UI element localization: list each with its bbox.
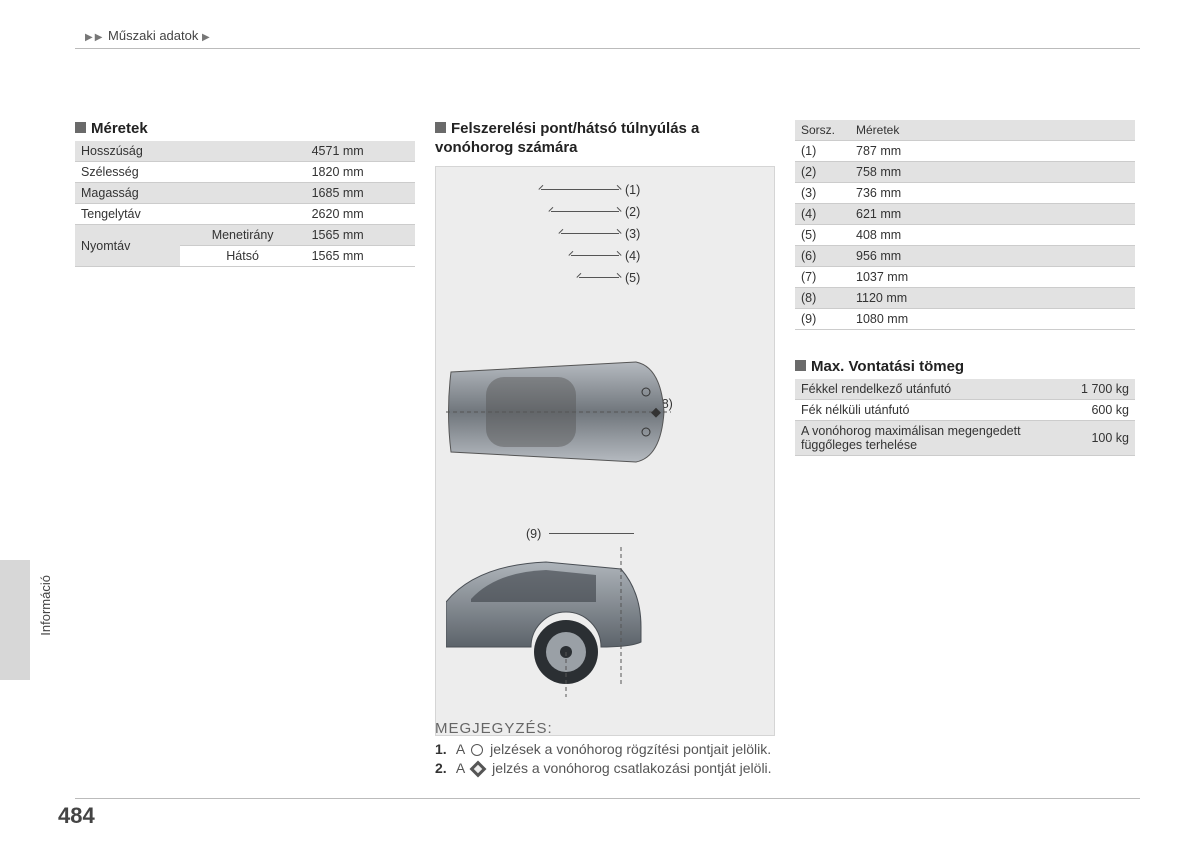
table-cell: A vonóhorog maximálisan megengedett függ… [795, 421, 1055, 456]
meas-head-val: Méretek [850, 120, 1135, 141]
circle-marker-icon [471, 744, 483, 756]
table-cell: Hosszúság [75, 141, 306, 162]
table-cell: Magasság [75, 183, 306, 204]
table-cell: 1037 mm [850, 267, 1135, 288]
table-cell: 1820 mm [306, 162, 415, 183]
square-bullet-icon [795, 360, 806, 371]
track-rear-label: Hátsó [180, 246, 306, 267]
table-cell: Fék nélküli utánfutó [795, 400, 1055, 421]
table-cell: (6) [795, 246, 850, 267]
table-cell: (2) [795, 162, 850, 183]
table-cell: 1685 mm [306, 183, 415, 204]
track-label: Nyomtáv [75, 225, 180, 267]
table-cell: 787 mm [850, 141, 1135, 162]
table-cell: (4) [795, 204, 850, 225]
dim-line: (5) [579, 267, 640, 289]
table-cell: (9) [795, 309, 850, 330]
dim-line: (2) [551, 201, 640, 223]
towing-table: Fékkel rendelkező utánfutó1 700 kgFék né… [795, 379, 1135, 456]
table-cell: 600 kg [1055, 400, 1135, 421]
page-number: 484 [58, 803, 95, 829]
diagram-box: (1)(2)(3)(4)(5) (6) (7) (8) (9) [435, 166, 775, 736]
square-bullet-icon [435, 122, 446, 133]
towing-section: Max. Vontatási tömeg Fékkel rendelkező u… [795, 358, 1135, 456]
meas-head-no: Sorsz. [795, 120, 850, 141]
table-cell: (1) [795, 141, 850, 162]
diagram-section: Felszerelési pont/hátsó túlnyúlás a vonó… [435, 120, 780, 736]
towing-title: Max. Vontatási tömeg [795, 358, 1135, 375]
dimensions-title: Méretek [75, 120, 415, 137]
dim-9: (9) [526, 527, 634, 541]
table-cell: 4571 mm [306, 141, 415, 162]
vertical-dim-labels: (1)(2)(3)(4)(5) [541, 179, 640, 289]
note-2: 2. A jelzés a vonóhorog csatlakozási pon… [435, 760, 795, 776]
track-rear-value: 1565 mm [306, 246, 415, 267]
table-cell: Tengelytáv [75, 204, 306, 225]
table-cell: 736 mm [850, 183, 1135, 204]
divider [75, 48, 1140, 49]
breadcrumb: ▶▶ Műszaki adatok ▶ [85, 28, 212, 43]
notes-section: MEGJEGYZÉS: 1. A jelzések a vonóhorog rö… [435, 720, 795, 779]
table-cell: Fékkel rendelkező utánfutó [795, 379, 1055, 400]
chevron-right-icon: ▶ [202, 32, 210, 43]
table-cell: (3) [795, 183, 850, 204]
table-cell: 621 mm [850, 204, 1135, 225]
note-1: 1. A jelzések a vonóhorog rögzítési pont… [435, 741, 795, 757]
car-side-view-icon [446, 547, 676, 702]
right-column: Sorsz. Méretek (1)787 mm(2)758 mm(3)736 … [795, 120, 1135, 456]
table-cell: (8) [795, 288, 850, 309]
dimensions-table: Hosszúság4571 mmSzélesség1820 mmMagasság… [75, 141, 415, 267]
dim-line: (4) [571, 245, 640, 267]
table-cell: (5) [795, 225, 850, 246]
breadcrumb-text: Műszaki adatok [108, 28, 198, 43]
table-cell: 758 mm [850, 162, 1135, 183]
chevron-right-icon: ▶ [95, 32, 103, 43]
notes-header: MEGJEGYZÉS: [435, 720, 795, 737]
dimensions-section: Méretek Hosszúság4571 mmSzélesség1820 mm… [75, 120, 415, 267]
dim-line: (3) [561, 223, 640, 245]
table-cell: 408 mm [850, 225, 1135, 246]
diamond-marker-icon [470, 761, 487, 778]
table-cell: 1120 mm [850, 288, 1135, 309]
car-top-view-icon [446, 342, 671, 482]
track-front-value: 1565 mm [306, 225, 415, 246]
table-cell: 100 kg [1055, 421, 1135, 456]
measurements-table: Sorsz. Méretek (1)787 mm(2)758 mm(3)736 … [795, 120, 1135, 330]
side-tab [0, 560, 30, 680]
divider [75, 798, 1140, 799]
side-label: Információ [38, 575, 53, 636]
table-cell: 1 700 kg [1055, 379, 1135, 400]
table-cell: (7) [795, 267, 850, 288]
diagram-title: Felszerelési pont/hátsó túlnyúlás a vonó… [435, 120, 780, 158]
table-cell: Szélesség [75, 162, 306, 183]
dim-line: (1) [541, 179, 640, 201]
table-cell: 1080 mm [850, 309, 1135, 330]
chevron-right-icon: ▶ [85, 32, 93, 43]
table-cell: 2620 mm [306, 204, 415, 225]
square-bullet-icon [75, 122, 86, 133]
table-cell: 956 mm [850, 246, 1135, 267]
track-front-label: Menetirány [180, 225, 306, 246]
